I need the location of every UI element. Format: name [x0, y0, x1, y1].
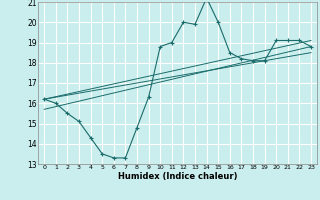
X-axis label: Humidex (Indice chaleur): Humidex (Indice chaleur) — [118, 172, 237, 181]
